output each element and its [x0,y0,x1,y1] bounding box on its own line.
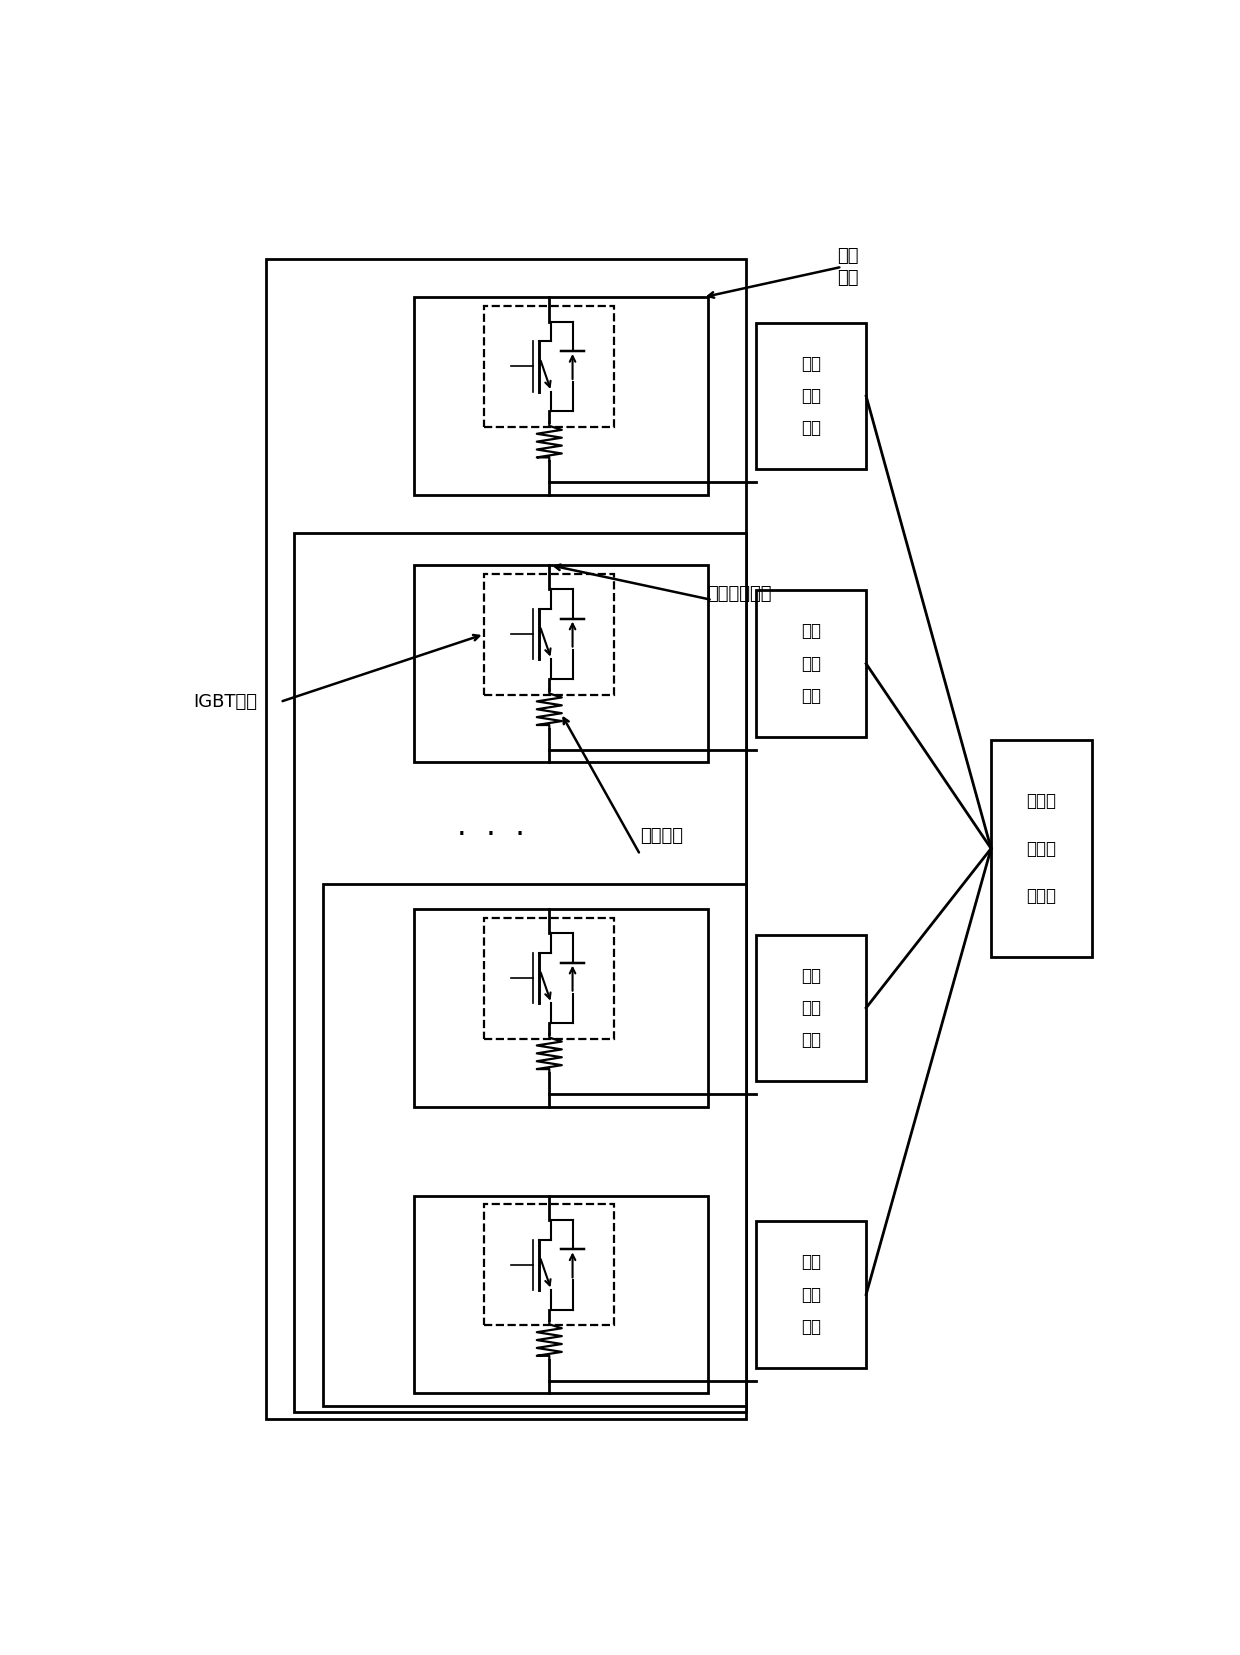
Text: 电压: 电压 [801,967,821,985]
Text: 交流输出端子: 交流输出端子 [708,584,773,602]
Text: IGBT模块: IGBT模块 [193,693,258,712]
Bar [755,1221,866,1367]
Bar [414,909,708,1107]
Bar [414,1197,708,1394]
Text: 检测: 检测 [801,1000,821,1016]
Bar [755,323,866,470]
Bar [265,260,746,1418]
Text: ·  ·  ·: · · · [458,821,526,851]
Text: 模块: 模块 [837,268,859,286]
Text: 装置: 装置 [801,1031,821,1049]
Bar [485,917,614,1039]
Text: 检测: 检测 [801,655,821,672]
Text: 装置: 装置 [801,419,821,437]
Bar [294,533,746,1412]
Text: 等效电阻: 等效电阻 [640,828,683,844]
Bar [755,935,866,1081]
Text: 检测: 检测 [801,387,821,405]
Bar [414,564,708,763]
Text: 装置: 装置 [801,1317,821,1336]
Text: 功率模: 功率模 [1027,791,1056,809]
Bar [485,574,614,695]
Text: 块的均: 块的均 [1027,839,1056,857]
Bar [991,740,1092,957]
Bar [324,884,746,1407]
Text: 电压: 电压 [801,354,821,372]
Text: 流装置: 流装置 [1027,887,1056,905]
Text: 电压: 电压 [801,1253,821,1271]
Bar [414,298,708,495]
Text: 功率: 功率 [837,247,859,265]
Text: 检测: 检测 [801,1286,821,1304]
Bar [755,591,866,736]
Text: 电压: 电压 [801,622,821,640]
Text: 装置: 装置 [801,687,821,705]
Bar [485,306,614,427]
Bar [485,1205,614,1326]
